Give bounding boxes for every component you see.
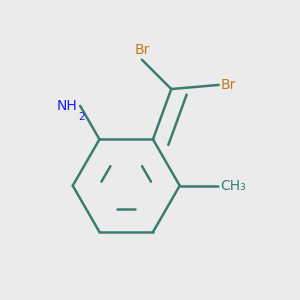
Text: Br: Br: [220, 78, 236, 92]
Text: Br: Br: [134, 43, 149, 57]
Text: NH: NH: [56, 99, 77, 113]
Text: 2: 2: [78, 112, 84, 122]
Text: CH₃: CH₃: [220, 179, 246, 193]
